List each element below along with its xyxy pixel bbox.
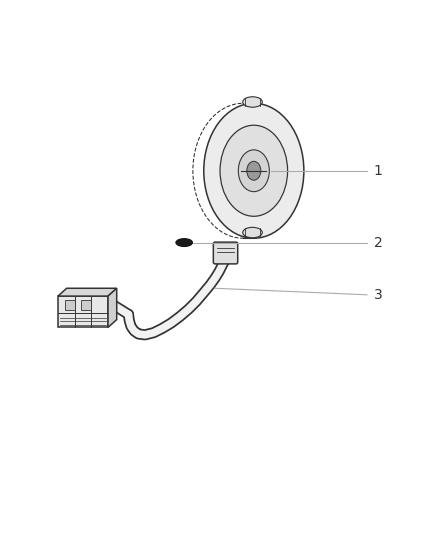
Ellipse shape — [176, 239, 192, 246]
Text: 3: 3 — [374, 288, 382, 302]
Polygon shape — [58, 288, 117, 296]
Ellipse shape — [238, 150, 269, 192]
Bar — [58, 296, 108, 327]
Text: 2: 2 — [374, 236, 382, 249]
FancyBboxPatch shape — [213, 242, 238, 264]
Ellipse shape — [220, 125, 288, 216]
Bar — [81, 300, 92, 310]
Bar — [65, 300, 74, 310]
Polygon shape — [108, 288, 117, 327]
Ellipse shape — [243, 97, 262, 107]
Ellipse shape — [247, 161, 261, 180]
Ellipse shape — [243, 228, 262, 238]
Ellipse shape — [204, 103, 304, 238]
Text: 1: 1 — [374, 164, 382, 177]
